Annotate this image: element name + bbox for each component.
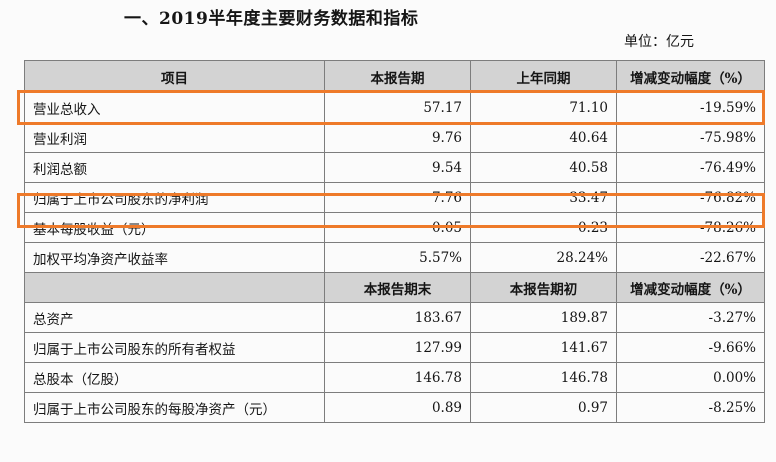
cell-value: 5.57% <box>324 242 471 273</box>
cell-value: -78.26% <box>616 212 765 243</box>
row-label: 营业利润 <box>24 122 325 153</box>
cell-value: 127.99 <box>324 332 471 363</box>
cell-value: -76.49% <box>616 152 765 183</box>
row-label: 总股本（亿股） <box>24 362 325 393</box>
cell-value: -22.67% <box>616 242 765 273</box>
row-label: 基本每股收益（元） <box>24 212 325 243</box>
cell-value: 33.47 <box>470 182 617 213</box>
header-cell-prior: 上年同期 <box>470 60 617 93</box>
cell-value: 189.87 <box>470 302 617 333</box>
cell-value: 9.76 <box>324 122 471 153</box>
row-label: 归属于上市公司股东的每股净资产（元） <box>24 392 325 423</box>
cell-value: 0.00% <box>616 362 765 393</box>
financial-table: 项目 本报告期 上年同期 增减变动幅度（%） 营业总收入 57.17 71.10… <box>24 60 765 423</box>
cell-value: -9.66% <box>616 332 765 363</box>
cell-value: 9.54 <box>324 152 471 183</box>
cell-value: 0.89 <box>324 392 471 423</box>
cell-value: 0.97 <box>470 392 617 423</box>
cell-value: -8.25% <box>616 392 765 423</box>
cell-value: 141.67 <box>470 332 617 363</box>
table-row: 总股本（亿股） 146.78 146.78 0.00% <box>24 362 765 393</box>
header-cell-blank <box>24 272 325 303</box>
cell-value: -76.82% <box>616 182 765 213</box>
header-cell-current: 本报告期 <box>324 60 471 93</box>
table-row: 利润总额 9.54 40.58 -76.49% <box>24 152 765 183</box>
table-row: 归属于上市公司股东的所有者权益 127.99 141.67 -9.66% <box>24 332 765 363</box>
header-cell-period-start: 本报告期初 <box>470 272 617 303</box>
cell-value: 57.17 <box>324 92 471 123</box>
cell-value: -19.59% <box>616 92 765 123</box>
header-cell-change: 增减变动幅度（%） <box>616 272 765 303</box>
row-label: 加权平均净资产收益率 <box>24 242 325 273</box>
cell-value: 28.24% <box>470 242 617 273</box>
cell-value: 0.05 <box>324 212 471 243</box>
cell-value: 40.64 <box>470 122 617 153</box>
cell-value: 71.10 <box>470 92 617 123</box>
row-label: 利润总额 <box>24 152 325 183</box>
cell-value: 7.76 <box>324 182 471 213</box>
cell-value: -3.27% <box>616 302 765 333</box>
table-row: 加权平均净资产收益率 5.57% 28.24% -22.67% <box>24 242 765 273</box>
header-cell-item: 项目 <box>24 60 325 93</box>
row-label: 总资产 <box>24 302 325 333</box>
cell-value: 146.78 <box>470 362 617 393</box>
header-cell-period-end: 本报告期末 <box>324 272 471 303</box>
table-row: 归属于上市公司股东的净利润 7.76 33.47 -76.82% <box>24 182 765 213</box>
table-subheader-row: 本报告期末 本报告期初 增减变动幅度（%） <box>24 272 765 303</box>
cell-value: 183.67 <box>324 302 471 333</box>
header-cell-change: 增减变动幅度（%） <box>616 60 765 93</box>
unit-label: 单位：亿元 <box>624 34 694 50</box>
table-row: 营业利润 9.76 40.64 -75.98% <box>24 122 765 153</box>
document-title: 一、2019半年度主要财务数据和指标 <box>124 9 419 29</box>
cell-value: -75.98% <box>616 122 765 153</box>
row-label: 营业总收入 <box>24 92 325 123</box>
table-row: 总资产 183.67 189.87 -3.27% <box>24 302 765 333</box>
cell-value: 146.78 <box>324 362 471 393</box>
table-row: 营业总收入 57.17 71.10 -19.59% <box>24 92 765 123</box>
table-row: 归属于上市公司股东的每股净资产（元） 0.89 0.97 -8.25% <box>24 392 765 423</box>
table-row: 基本每股收益（元） 0.05 0.23 -78.26% <box>24 212 765 243</box>
row-label: 归属于上市公司股东的所有者权益 <box>24 332 325 363</box>
cell-value: 40.58 <box>470 152 617 183</box>
cell-value: 0.23 <box>470 212 617 243</box>
table-header-row: 项目 本报告期 上年同期 增减变动幅度（%） <box>24 60 765 93</box>
row-label: 归属于上市公司股东的净利润 <box>24 182 325 213</box>
